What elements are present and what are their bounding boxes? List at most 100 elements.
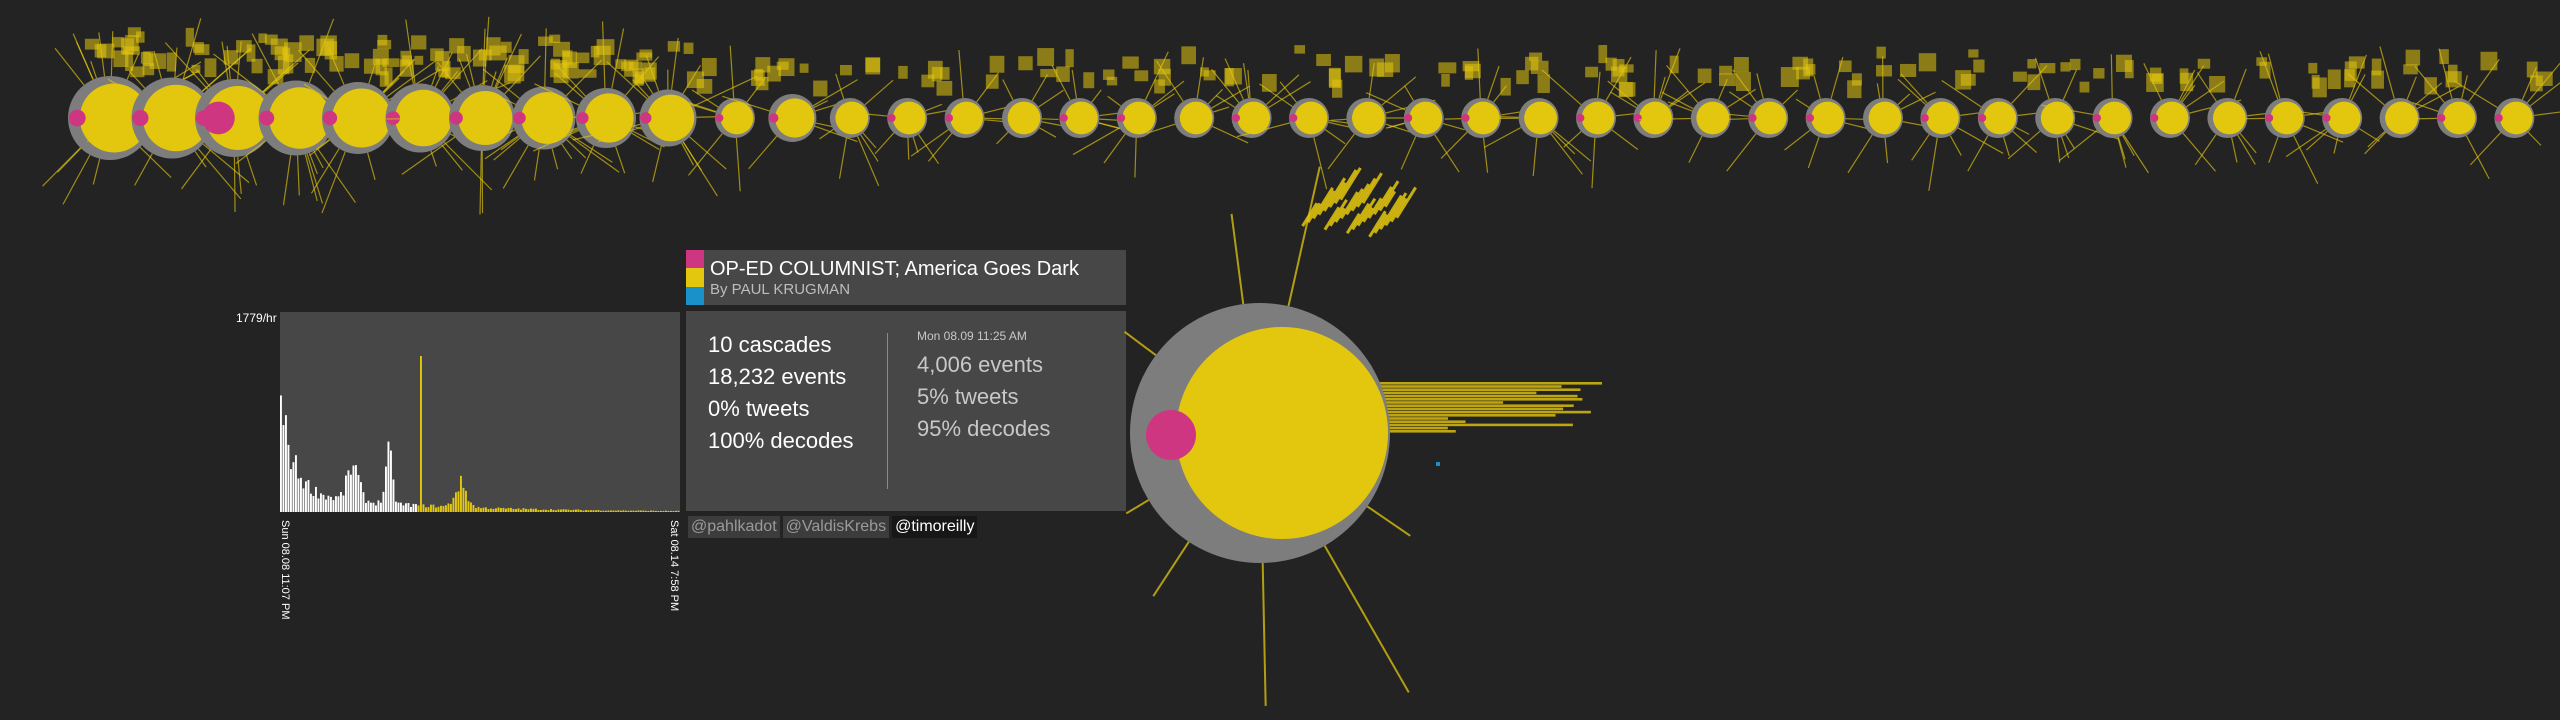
- cascade-branch: [1360, 414, 1556, 417]
- histogram-bar: [582, 510, 585, 512]
- cascade-spike: [2469, 132, 2502, 166]
- cascade-branch: [1360, 401, 1504, 404]
- histogram-bar: [470, 502, 472, 512]
- cascade-ray: [1152, 541, 1190, 597]
- cascade-core: [269, 87, 331, 149]
- cascade-node[interactable]: [2347, 46, 2459, 155]
- histogram-bar: [367, 500, 370, 512]
- histogram-bar: [575, 509, 577, 512]
- cascade-cluster: [143, 51, 154, 67]
- cascade-magenta-dot: [715, 114, 724, 122]
- cascade-spike: [2034, 57, 2050, 100]
- cascade-node[interactable]: [1146, 46, 1251, 144]
- cascade-node[interactable]: [1541, 45, 1639, 189]
- cascade-cluster: [166, 52, 176, 72]
- cascade-cluster: [1796, 66, 1810, 80]
- cascade-node[interactable]: [1473, 52, 1592, 177]
- cascade-fan: [1312, 187, 1334, 220]
- cascade-node[interactable]: [386, 16, 542, 215]
- cascade-magenta-dot: [1461, 114, 1470, 122]
- histogram-bar: [515, 509, 517, 512]
- cascade-timeline[interactable]: [0, 0, 2560, 230]
- cascade-node[interactable]: [1838, 46, 1941, 174]
- histogram-bar: [670, 510, 672, 512]
- histogram-bar: [502, 507, 505, 512]
- cascade-spike: [1400, 136, 1417, 170]
- cascade-node[interactable]: [985, 48, 1080, 145]
- cascade-cluster: [840, 64, 852, 76]
- cascade-node[interactable]: [1638, 55, 1756, 163]
- cascade-node[interactable]: [2453, 51, 2560, 166]
- histogram-bar: [537, 509, 540, 512]
- cascade-cluster: [1438, 62, 1457, 74]
- cascade-spike: [482, 68, 520, 99]
- cascade-spike: [1483, 126, 1522, 149]
- cascade-spike: [2379, 46, 2395, 99]
- user-tag-pahlkadot[interactable]: @pahlkadot: [688, 516, 780, 538]
- cascade-node[interactable]: [2285, 54, 2380, 158]
- cascade-node[interactable]: [1327, 54, 1436, 170]
- cascade-core: [79, 83, 149, 153]
- cascade-node[interactable]: [572, 37, 758, 197]
- cascade-node[interactable]: [847, 57, 950, 164]
- user-tag-valdiskrebs[interactable]: @ValdisKrebs: [782, 516, 890, 538]
- cascade-spike: [813, 100, 829, 108]
- cascade-spike: [213, 53, 267, 96]
- cascade-node[interactable]: [1203, 58, 1311, 138]
- cascade-cluster: [1158, 68, 1171, 86]
- cascade-node[interactable]: [1440, 48, 1533, 173]
- cascade-spike: [2303, 125, 2344, 143]
- cascade-spike: [401, 136, 456, 175]
- cascade-spike: [566, 139, 587, 159]
- cascade-spike: [1153, 93, 1175, 108]
- cascade-node[interactable]: [910, 49, 1025, 162]
- cascade-node[interactable]: [2179, 58, 2276, 166]
- cascade-core: [1409, 101, 1443, 135]
- cascade-node[interactable]: [1780, 56, 1900, 169]
- cascade-spike: [1941, 79, 1982, 108]
- cascade-cluster: [2079, 81, 2090, 93]
- cascade-spike: [315, 139, 330, 150]
- histogram-bar: [625, 510, 627, 512]
- cascade-node[interactable]: [1897, 53, 2004, 191]
- cascade-node[interactable]: [1365, 60, 1480, 173]
- histogram-bar: [387, 441, 390, 512]
- cascade-spike: [2527, 131, 2542, 146]
- cascade-cluster: [489, 45, 507, 61]
- user-tag-timoreilly[interactable]: @timoreilly: [892, 516, 978, 538]
- cascade-node[interactable]: [1072, 51, 1185, 178]
- histogram-bar: [557, 509, 560, 512]
- cascade-spike: [551, 148, 559, 170]
- cascade-node[interactable]: [2396, 48, 2500, 180]
- cascade-cluster: [411, 35, 427, 50]
- cascade-spike: [1330, 118, 1347, 121]
- cascade-spike: [864, 79, 894, 106]
- histogram-bar: [410, 506, 412, 512]
- cascade-spike: [2534, 111, 2560, 117]
- cascade-spike: [926, 109, 948, 115]
- cascade-spike: [1482, 137, 1489, 173]
- cascade-node[interactable]: [1607, 48, 1706, 138]
- cascade-spike: [386, 117, 450, 120]
- cascade-fan: [1323, 206, 1341, 231]
- histogram-bar: [307, 479, 310, 512]
- event-histogram[interactable]: [280, 312, 680, 512]
- cascade-node[interactable]: [284, 34, 441, 214]
- cascade-spike: [912, 136, 919, 153]
- stats-divider: [887, 333, 888, 489]
- cascade-spike: [500, 136, 520, 151]
- cascade-branch: [1360, 407, 1564, 411]
- histogram-bar: [325, 499, 327, 512]
- cascade-cluster: [985, 74, 999, 89]
- cascade-magenta-dot: [1633, 114, 1642, 122]
- cascade-node[interactable]: [1941, 49, 2067, 172]
- focused-cascade[interactable]: [1060, 160, 1860, 720]
- histogram-bar: [662, 511, 665, 512]
- cascade-node[interactable]: [2041, 54, 2149, 174]
- cascade-cluster: [1464, 63, 1481, 79]
- cascade-spike: [484, 135, 519, 160]
- cascade-spike: [358, 121, 386, 126]
- cascade-core: [720, 101, 754, 135]
- cascade-cluster: [2535, 71, 2553, 86]
- cascade-spike: [245, 154, 258, 186]
